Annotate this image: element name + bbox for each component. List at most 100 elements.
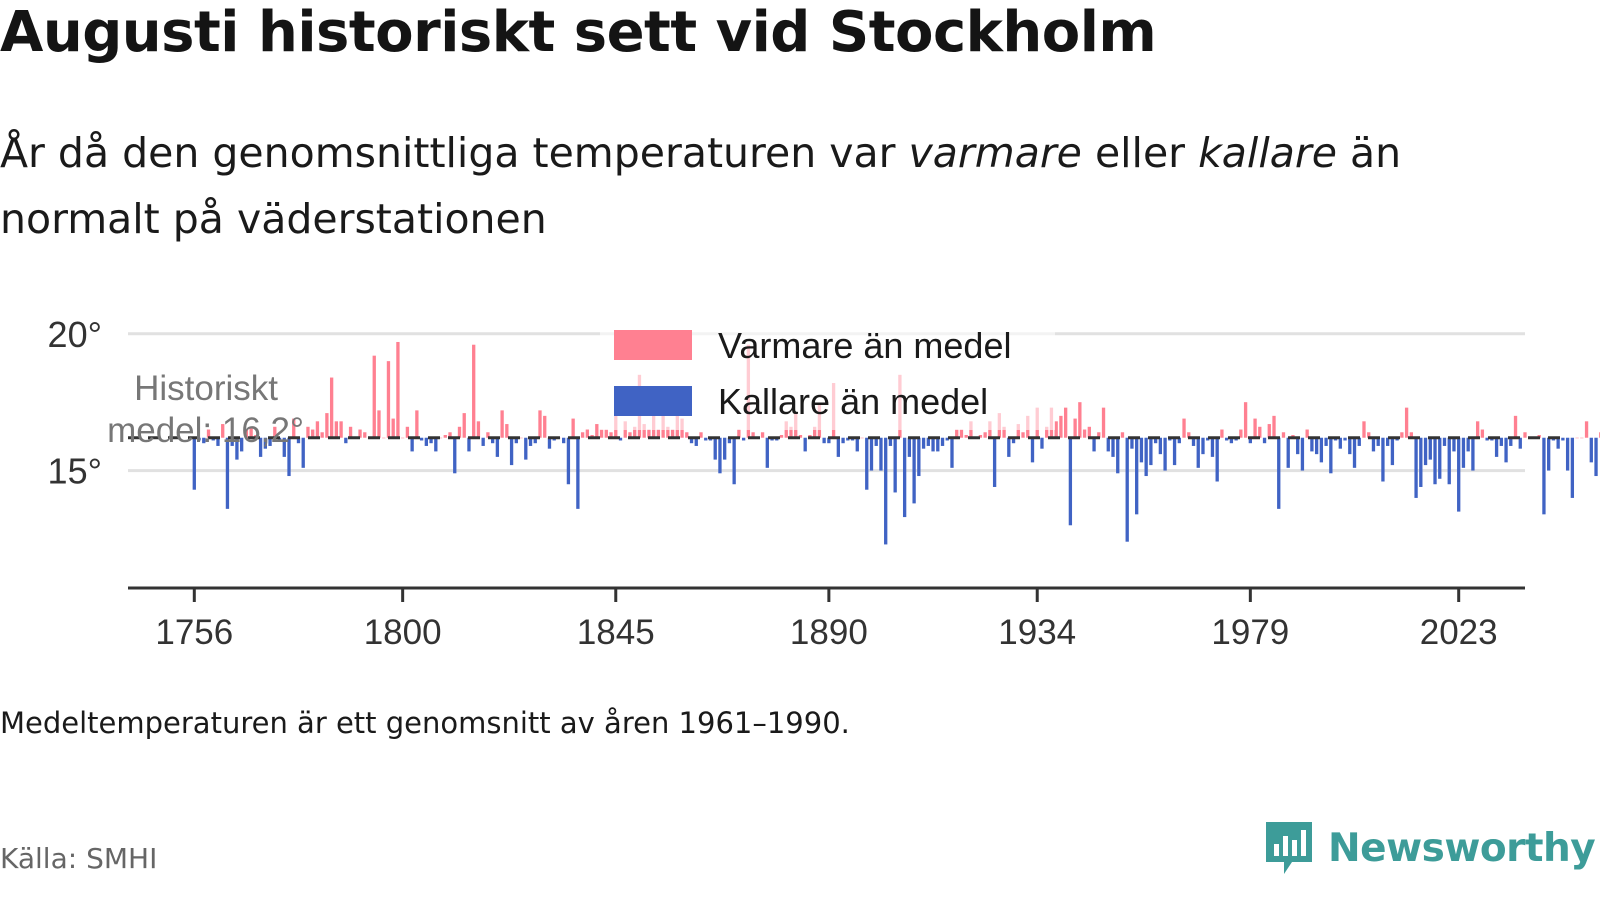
bar-2021 bbox=[1447, 437, 1451, 485]
bar-1778 bbox=[296, 437, 301, 444]
bar-1910 bbox=[921, 437, 926, 449]
bar-2044 bbox=[1556, 437, 1560, 449]
bar-1795 bbox=[377, 410, 381, 438]
bar-1838 bbox=[580, 432, 585, 438]
bar-2004 bbox=[1367, 432, 1371, 438]
bar-1834 bbox=[562, 437, 566, 444]
bar-1819 bbox=[490, 437, 495, 444]
bar-1991 bbox=[1305, 429, 1309, 438]
bar-1821 bbox=[500, 410, 504, 438]
bar-1925 bbox=[992, 437, 997, 487]
temperature-bar-chart: 20°15° Historiskt medel: 16,2° 1756 1800 1… bbox=[48, 314, 1600, 652]
bar-1797 bbox=[386, 361, 391, 438]
newsworthy-logo-icon bbox=[1266, 822, 1312, 874]
bar-1953 bbox=[1125, 437, 1129, 542]
bar-1803 bbox=[415, 410, 419, 438]
bar-2042 bbox=[1547, 437, 1551, 471]
bar-2048 bbox=[1575, 437, 1579, 439]
subtitle-part-1: År då den genomsnittliga temperaturen va… bbox=[0, 129, 909, 177]
bar-1978 bbox=[1243, 402, 1248, 438]
bar-2024 bbox=[1461, 437, 1466, 468]
bar-1791 bbox=[358, 429, 362, 438]
bar-1894 bbox=[846, 437, 850, 441]
bar-1773 bbox=[273, 426, 277, 438]
bar-1917 bbox=[955, 429, 959, 438]
bar-1849 bbox=[633, 426, 637, 438]
bar-2017 bbox=[1428, 437, 1432, 460]
bar-1972 bbox=[1215, 437, 1219, 482]
bar-1890 bbox=[827, 437, 831, 444]
bar-1923 bbox=[983, 432, 987, 438]
bar-1892 bbox=[836, 437, 840, 457]
bar-1987 bbox=[1286, 437, 1290, 468]
bar-1872 bbox=[741, 437, 746, 441]
bar-1841 bbox=[595, 424, 599, 438]
bar-1851 bbox=[642, 424, 646, 438]
bar-2018 bbox=[1433, 437, 1437, 485]
bar-1860 bbox=[685, 432, 689, 438]
bar-1994 bbox=[1319, 437, 1324, 463]
bar-1915 bbox=[945, 437, 949, 441]
bar-1914 bbox=[940, 437, 945, 446]
legend-label-warm: Varmare än medel bbox=[718, 325, 1011, 366]
bar-1829 bbox=[538, 410, 542, 438]
bar-1794 bbox=[372, 355, 376, 438]
bar-1789 bbox=[348, 426, 353, 438]
subtitle-warm-word: varmare bbox=[908, 129, 1082, 177]
bar-1862 bbox=[694, 437, 698, 446]
bar-1798 bbox=[391, 418, 395, 438]
bar-1908 bbox=[912, 437, 916, 504]
bar-1776 bbox=[287, 437, 291, 477]
bar-2009 bbox=[1390, 437, 1395, 466]
bar-1802 bbox=[410, 437, 414, 452]
bar-1817 bbox=[481, 437, 485, 446]
bar-1874 bbox=[751, 432, 755, 438]
bar-1966 bbox=[1187, 432, 1191, 438]
bar-1824 bbox=[514, 437, 518, 444]
subtitle-part-3: än normalt på väderstationen bbox=[0, 129, 1402, 243]
bar-1765 bbox=[235, 437, 239, 460]
bar-2028 bbox=[1480, 429, 1485, 438]
bar-2012 bbox=[1404, 407, 1409, 438]
bar-1782 bbox=[315, 421, 320, 438]
bar-1969 bbox=[1201, 437, 1205, 455]
bar-1758 bbox=[202, 437, 206, 444]
bar-1999 bbox=[1343, 437, 1347, 441]
x-tick-label: 1979 bbox=[1211, 613, 1289, 652]
bar-1820 bbox=[495, 437, 500, 457]
bar-1822 bbox=[505, 424, 509, 438]
legend-label-cold: Kallare än medel bbox=[718, 381, 988, 422]
bar-1970 bbox=[1206, 437, 1210, 441]
x-tick-label: 1756 bbox=[155, 613, 233, 652]
bar-1768 bbox=[249, 426, 253, 438]
bar-1947 bbox=[1097, 432, 1101, 438]
bar-1887 bbox=[813, 426, 817, 438]
baseline-label-line-1: Historiskt bbox=[134, 369, 278, 408]
bar-1810 bbox=[448, 432, 452, 438]
bar-1877 bbox=[765, 437, 769, 468]
bar-2016 bbox=[1423, 437, 1428, 466]
bar-1869 bbox=[727, 437, 732, 444]
bar-2045 bbox=[1561, 437, 1565, 441]
y-tick-label: 20° bbox=[48, 314, 102, 355]
bar-1957 bbox=[1144, 437, 1148, 477]
bar-2014 bbox=[1414, 437, 1418, 498]
bar-1846 bbox=[618, 437, 623, 441]
bar-1764 bbox=[230, 437, 234, 446]
bar-1903 bbox=[888, 437, 893, 446]
bar-2003 bbox=[1362, 421, 1366, 438]
bar-1942 bbox=[1073, 418, 1077, 438]
bar-2052 bbox=[1594, 437, 1598, 477]
bar-1980 bbox=[1253, 418, 1257, 438]
bar-1836 bbox=[571, 418, 575, 438]
bar-1922 bbox=[978, 435, 983, 438]
bar-1866 bbox=[713, 437, 717, 460]
bar-1899 bbox=[869, 437, 874, 471]
bar-1763 bbox=[225, 437, 230, 509]
bar-1952 bbox=[1120, 432, 1125, 438]
bar-1968 bbox=[1196, 437, 1200, 468]
bar-1812 bbox=[457, 426, 462, 438]
bar-1861 bbox=[689, 437, 694, 444]
bar-1885 bbox=[803, 437, 807, 452]
x-tick-label: 1800 bbox=[364, 613, 442, 652]
